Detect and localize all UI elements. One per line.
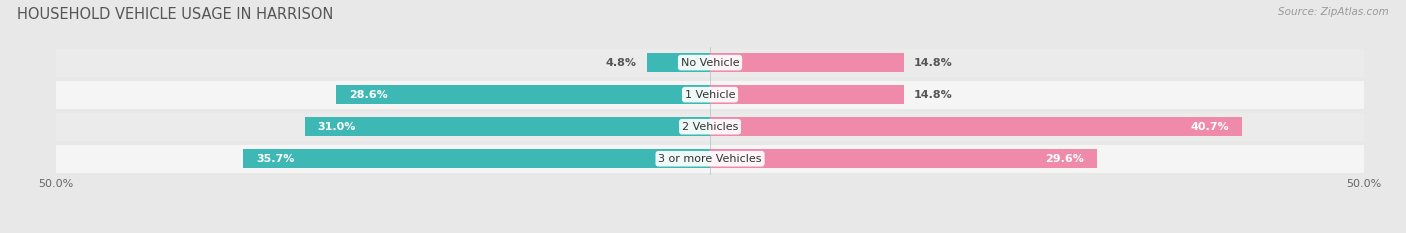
Text: 31.0%: 31.0%	[318, 122, 356, 132]
Bar	[647, 53, 710, 72]
Bar	[710, 53, 904, 72]
Text: 29.6%: 29.6%	[1045, 154, 1084, 164]
Text: 14.8%: 14.8%	[914, 58, 953, 68]
Bar	[56, 81, 1364, 109]
Text: 1 Vehicle: 1 Vehicle	[685, 90, 735, 100]
Bar	[56, 48, 1364, 77]
Text: 4.8%: 4.8%	[606, 58, 637, 68]
Bar	[710, 117, 1243, 136]
Text: No Vehicle: No Vehicle	[681, 58, 740, 68]
Text: Source: ZipAtlas.com: Source: ZipAtlas.com	[1278, 7, 1389, 17]
Bar	[56, 145, 1364, 173]
Bar	[710, 149, 1097, 168]
Text: 14.8%: 14.8%	[914, 90, 953, 100]
Bar	[710, 85, 904, 104]
Text: 35.7%: 35.7%	[256, 154, 295, 164]
Bar	[243, 149, 710, 168]
Text: 3 or more Vehicles: 3 or more Vehicles	[658, 154, 762, 164]
Bar	[305, 117, 710, 136]
Bar	[56, 113, 1364, 141]
Text: 28.6%: 28.6%	[349, 90, 388, 100]
Text: 2 Vehicles: 2 Vehicles	[682, 122, 738, 132]
Bar	[336, 85, 710, 104]
Text: HOUSEHOLD VEHICLE USAGE IN HARRISON: HOUSEHOLD VEHICLE USAGE IN HARRISON	[17, 7, 333, 22]
Text: 40.7%: 40.7%	[1191, 122, 1229, 132]
